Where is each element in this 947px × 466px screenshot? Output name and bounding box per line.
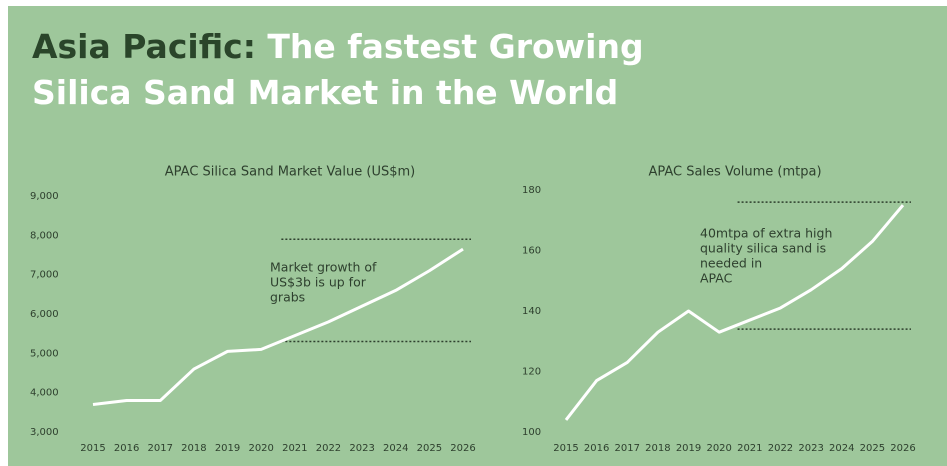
annotation: needed in [700,256,762,271]
x-tick-label: 2019 [676,443,701,454]
chart-title: APAC Silica Sand Market Value (US$m) [165,165,415,180]
y-tick-label: 4,000 [30,388,59,399]
x-tick-label: 2019 [215,443,240,454]
y-tick-label: 3,000 [30,427,59,438]
x-tick-label: 2017 [148,443,173,454]
y-tick-label: 8,000 [30,230,59,241]
annotation: grabs [270,290,305,305]
y-tick-label: 180 [522,185,541,196]
chart-title: APAC Sales Volume (mtpa) [648,165,821,180]
x-tick-label: 2020 [706,443,731,454]
x-tick-label: 2017 [615,443,640,454]
y-tick-label: 100 [522,427,541,438]
annotation: APAC [700,271,733,286]
y-tick-label: 120 [522,367,541,378]
annotation: US$3b is up for [270,275,367,290]
x-tick-label: 2015 [80,443,105,454]
x-tick-label: 2016 [114,443,139,454]
x-tick-label: 2025 [417,443,442,454]
x-tick-label: 2016 [584,443,609,454]
x-tick-label: 2024 [829,443,854,454]
x-tick-label: 2026 [450,443,475,454]
x-tick-label: 2022 [316,443,341,454]
y-tick-label: 9,000 [30,191,59,202]
x-tick-label: 2021 [282,443,307,454]
y-tick-label: 7,000 [30,270,59,281]
y-tick-label: 140 [522,306,541,317]
x-tick-label: 2023 [349,443,374,454]
x-tick-label: 2025 [860,443,885,454]
x-tick-label: 2015 [553,443,578,454]
x-tick-label: 2021 [737,443,762,454]
title-line: Silica Sand Market in the World [32,73,618,112]
x-tick-label: 2023 [798,443,823,454]
title-highlight: Asia Pacific: The fastest Growing [32,27,644,66]
x-tick-label: 2018 [181,443,206,454]
x-tick-label: 2018 [645,443,670,454]
background [8,6,947,466]
data-line [92,247,464,406]
y-tick-label: 6,000 [30,309,59,320]
title-highlight-text: Asia Pacific: [32,27,256,66]
annotation: Market growth of [270,260,377,275]
annotation: 40mtpa of extra high [700,226,832,241]
annotation: quality silica sand is [700,241,826,256]
x-tick-label: 2026 [890,443,915,454]
y-tick-label: 5,000 [30,348,59,359]
x-tick-label: 2022 [768,443,793,454]
data-line [564,204,905,421]
y-tick-label: 160 [522,246,541,257]
x-tick-label: 2020 [248,443,273,454]
title-line: The fastest Growing [267,27,643,66]
x-tick-label: 2024 [383,443,408,454]
